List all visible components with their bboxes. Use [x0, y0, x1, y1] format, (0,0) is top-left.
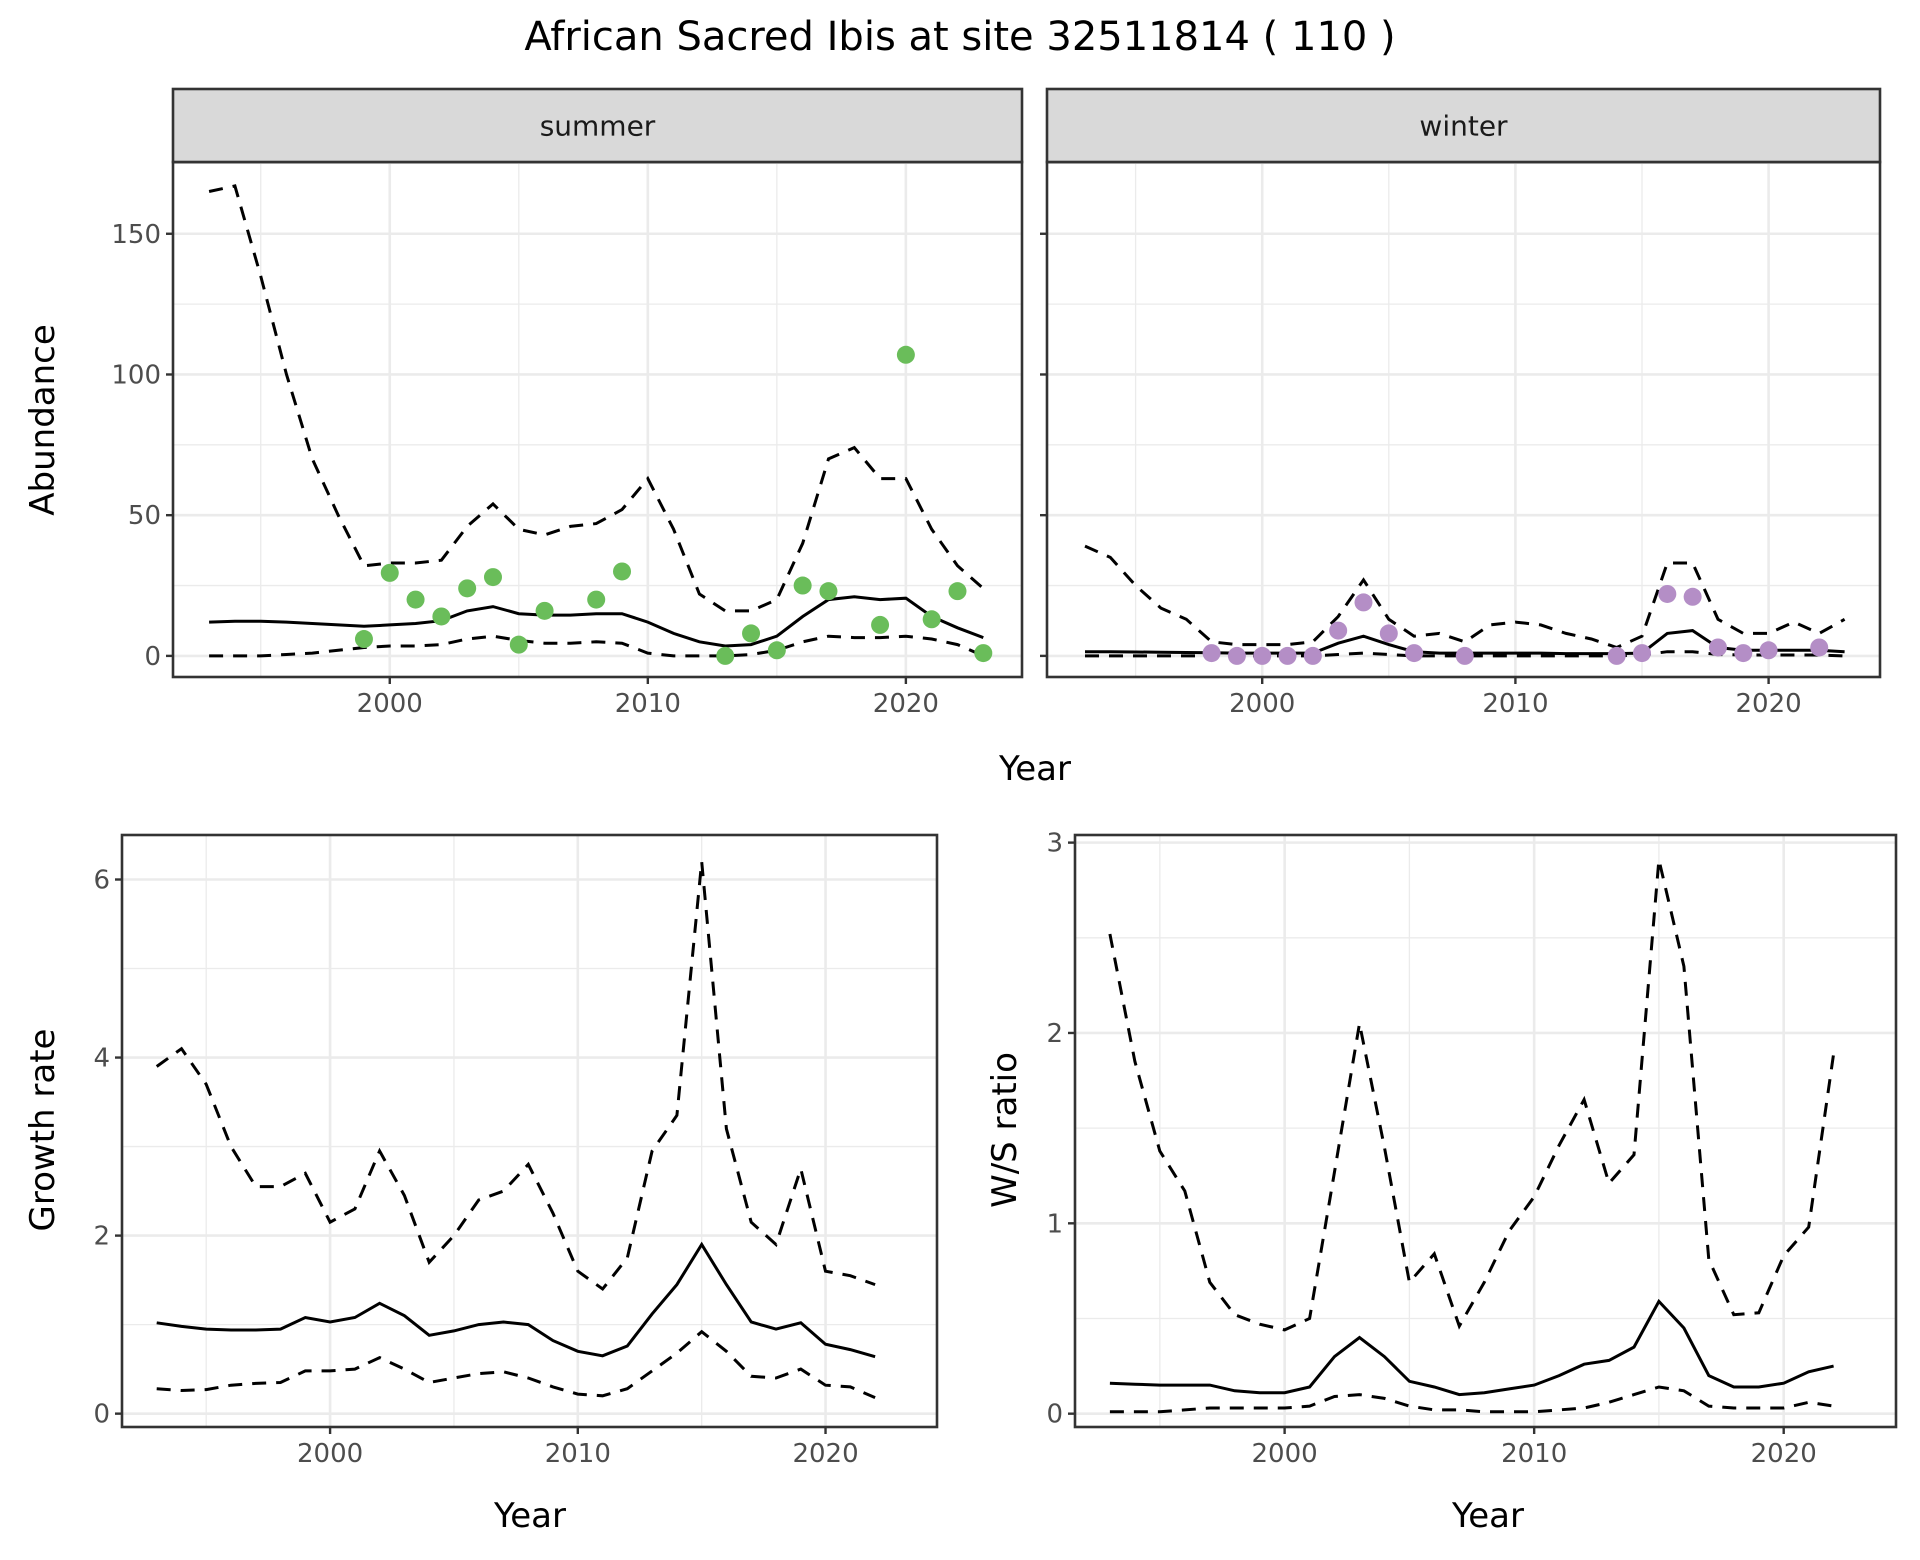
plot-background	[1075, 835, 1896, 1427]
observed-point	[1303, 646, 1322, 665]
observed-point	[871, 615, 890, 634]
observed-point	[1734, 644, 1753, 663]
observed-point	[1227, 646, 1246, 665]
panel-winter: 2000 2010 2020 winter	[1040, 87, 1882, 719]
observed-point	[1759, 641, 1778, 660]
panel-border	[1073, 833, 1898, 1429]
observed-point	[1810, 638, 1829, 657]
x-tick-label: 2020	[1751, 1439, 1817, 1469]
panel-summer: 2000 2010 2020 0 50 100 150 summer	[111, 87, 1024, 719]
y-axis-title-growth: Growth rate	[23, 1029, 63, 1232]
facet-strip-label: summer	[540, 110, 656, 143]
lower-bound-line	[156, 1329, 876, 1399]
observed-point	[535, 601, 554, 620]
panel-ws: 2000 2010 2020 0 1 2 3	[1046, 829, 1898, 1469]
observed-point	[354, 630, 373, 649]
observed-point	[458, 579, 477, 598]
y-tick-label: 50	[128, 501, 161, 531]
observed-point	[1683, 587, 1702, 606]
x-tick-label: 2020	[873, 689, 939, 719]
x-tick-label: 2010	[615, 689, 681, 719]
y-tick-label: 0	[144, 642, 161, 672]
observed-point	[793, 576, 812, 595]
x-axis-title-growth: Year	[493, 1496, 566, 1536]
observed-point	[1405, 644, 1424, 663]
x-tick-label: 2000	[1252, 1439, 1318, 1469]
y-tick-label: 150	[111, 220, 161, 250]
mean-line	[209, 595, 984, 648]
observed-point	[742, 624, 761, 643]
y-tick-label: 2	[93, 1222, 110, 1252]
observed-point	[406, 590, 425, 609]
plot-background	[1047, 162, 1880, 677]
observed-point	[819, 582, 838, 601]
y-axis-title-abundance: Abundance	[23, 324, 63, 516]
x-tick-label: 2020	[1736, 689, 1802, 719]
y-tick-label: 3	[1046, 829, 1063, 859]
observed-point	[1658, 584, 1677, 603]
panel-growth: 2000 2010 2020 0 2 4 6	[93, 833, 939, 1469]
facet-strip	[1045, 87, 1882, 164]
observed-point	[922, 610, 941, 629]
lower-bound-line	[1109, 1385, 1834, 1414]
y-tick-label: 6	[93, 866, 110, 896]
x-tick-label: 2010	[1501, 1439, 1567, 1469]
observed-point	[1455, 646, 1474, 665]
x-axis-title-top: Year	[998, 749, 1071, 789]
observed-point	[767, 641, 786, 660]
observed-point	[1329, 621, 1348, 640]
lower-bound-line	[209, 634, 984, 658]
x-tick-label: 2010	[1482, 689, 1548, 719]
facet-strip	[171, 87, 1024, 164]
upper-bound-line	[1084, 544, 1846, 650]
y-tick-label: 100	[111, 360, 161, 390]
x-tick-label: 2000	[357, 689, 423, 719]
observed-point	[948, 582, 967, 601]
observed-point	[896, 345, 915, 364]
y-axis-title-ws: W/S ratio	[985, 1052, 1025, 1208]
observed-point	[613, 562, 632, 581]
observed-point	[509, 635, 528, 654]
x-tick-label: 2020	[792, 1439, 858, 1469]
y-tick-label: 4	[93, 1044, 110, 1074]
plot-background	[122, 835, 937, 1427]
observed-point	[380, 563, 399, 582]
observed-point	[587, 590, 606, 609]
observed-point	[716, 646, 735, 665]
y-tick-label: 1	[1046, 1209, 1063, 1239]
observed-point	[1253, 646, 1272, 665]
upper-bound-line	[155, 861, 876, 1292]
observed-point	[1379, 624, 1398, 643]
observed-point	[1607, 646, 1626, 665]
observed-point	[432, 607, 451, 626]
observed-point	[1202, 644, 1221, 663]
x-tick-label: 2000	[1229, 689, 1295, 719]
mean-line	[1109, 1298, 1834, 1397]
observed-point	[1278, 646, 1297, 665]
observed-point	[1708, 638, 1727, 657]
x-axis-title-ws: Year	[1451, 1496, 1524, 1536]
observed-point	[1354, 593, 1373, 612]
panel-border	[120, 833, 939, 1429]
x-tick-label: 2000	[297, 1439, 363, 1469]
observed-point	[1633, 644, 1651, 663]
observed-point	[483, 568, 502, 587]
figure-title: African Sacred Ibis at site 32511814 ( 1…	[524, 14, 1395, 60]
x-tick-label: 2010	[545, 1439, 611, 1469]
y-tick-label: 2	[1046, 1019, 1063, 1049]
mean-line	[156, 1241, 876, 1359]
observed-point	[974, 644, 993, 663]
upper-bound-line	[208, 184, 985, 613]
y-tick-label: 0	[1046, 1400, 1063, 1430]
facet-strip-label: winter	[1419, 110, 1508, 143]
y-tick-label: 0	[93, 1400, 110, 1430]
upper-bound-line	[1108, 859, 1836, 1332]
